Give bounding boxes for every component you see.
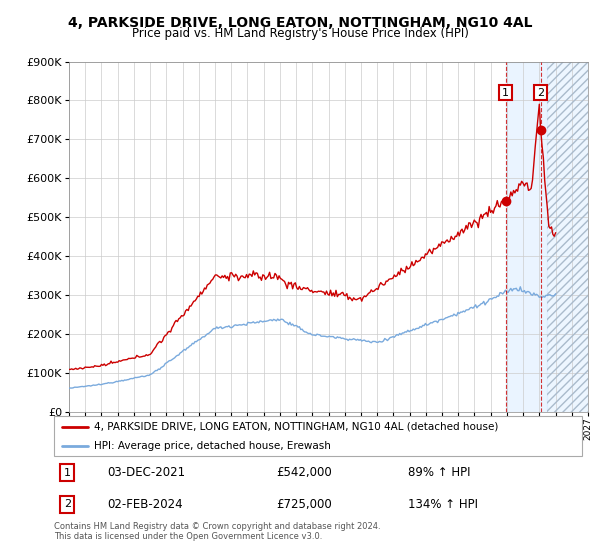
Text: Contains HM Land Registry data © Crown copyright and database right 2024.
This d: Contains HM Land Registry data © Crown c… bbox=[54, 522, 380, 542]
Bar bbox=[506, 62, 547, 412]
FancyBboxPatch shape bbox=[54, 416, 582, 456]
Text: £725,000: £725,000 bbox=[276, 498, 332, 511]
Text: 02-FEB-2024: 02-FEB-2024 bbox=[107, 498, 182, 511]
Text: 2: 2 bbox=[64, 500, 71, 510]
Text: 4, PARKSIDE DRIVE, LONG EATON, NOTTINGHAM, NG10 4AL (detached house): 4, PARKSIDE DRIVE, LONG EATON, NOTTINGHA… bbox=[94, 422, 498, 432]
Text: 4, PARKSIDE DRIVE, LONG EATON, NOTTINGHAM, NG10 4AL: 4, PARKSIDE DRIVE, LONG EATON, NOTTINGHA… bbox=[68, 16, 532, 30]
Text: 2: 2 bbox=[537, 88, 544, 97]
Text: 03-DEC-2021: 03-DEC-2021 bbox=[107, 466, 185, 479]
Text: 134% ↑ HPI: 134% ↑ HPI bbox=[408, 498, 478, 511]
Text: £542,000: £542,000 bbox=[276, 466, 332, 479]
Text: 89% ↑ HPI: 89% ↑ HPI bbox=[408, 466, 470, 479]
Bar bbox=[547, 62, 588, 412]
Text: HPI: Average price, detached house, Erewash: HPI: Average price, detached house, Erew… bbox=[94, 441, 331, 450]
Text: 1: 1 bbox=[64, 468, 71, 478]
Text: Price paid vs. HM Land Registry's House Price Index (HPI): Price paid vs. HM Land Registry's House … bbox=[131, 27, 469, 40]
Text: 1: 1 bbox=[502, 88, 509, 97]
Bar bbox=[547, 62, 588, 412]
